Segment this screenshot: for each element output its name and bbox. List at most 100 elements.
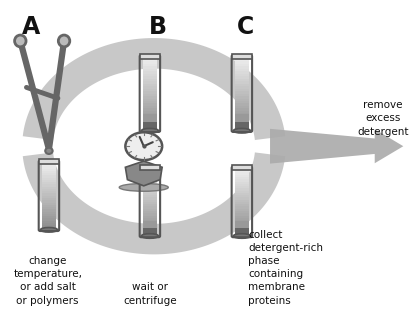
Bar [234, 208, 249, 211]
Bar [142, 61, 157, 64]
Bar [234, 61, 249, 64]
Bar [42, 195, 56, 198]
Bar [142, 229, 157, 231]
Bar [234, 213, 249, 216]
Bar [42, 214, 56, 216]
Bar [142, 186, 157, 188]
Bar [234, 73, 249, 76]
Bar [142, 208, 157, 211]
Bar [142, 183, 157, 186]
Bar [143, 121, 157, 130]
Bar [142, 56, 157, 59]
Bar [234, 118, 249, 121]
Bar [234, 56, 249, 59]
Text: A: A [22, 15, 41, 39]
Bar [232, 54, 251, 59]
Bar [234, 215, 249, 218]
Bar [142, 58, 157, 61]
Bar [142, 220, 157, 222]
Text: C: C [237, 15, 254, 39]
Bar [143, 221, 157, 228]
Bar [234, 76, 249, 79]
Bar [235, 221, 249, 228]
Circle shape [125, 132, 162, 160]
Text: change
temperature,
or add salt
or polymers: change temperature, or add salt or polym… [13, 256, 82, 306]
Bar [42, 189, 56, 191]
Bar [234, 106, 249, 109]
Bar [234, 86, 249, 89]
Ellipse shape [233, 234, 250, 238]
Bar [234, 168, 249, 170]
Bar [234, 195, 249, 197]
Bar [142, 190, 157, 193]
Bar [234, 234, 249, 236]
Bar [42, 227, 56, 230]
Bar [234, 174, 249, 177]
Text: collect
detergent-rich
phase
containing
membrane
proteins: collect detergent-rich phase containing … [248, 230, 323, 306]
Bar [234, 217, 249, 220]
Bar [234, 71, 249, 74]
Bar [42, 161, 56, 164]
Bar [234, 197, 249, 200]
Bar [234, 88, 249, 91]
Bar [42, 220, 56, 223]
Bar [142, 73, 157, 76]
Bar [142, 66, 157, 69]
Bar [235, 121, 249, 130]
Bar [142, 170, 157, 172]
Bar [39, 159, 59, 164]
Ellipse shape [142, 234, 159, 238]
Bar [142, 81, 157, 84]
Bar [142, 128, 157, 131]
Bar [142, 172, 157, 175]
Bar [142, 96, 157, 99]
Bar [142, 204, 157, 207]
Bar [234, 58, 249, 61]
Bar [42, 207, 56, 209]
Bar [142, 98, 157, 101]
Bar [142, 86, 157, 89]
Bar [42, 223, 56, 225]
Bar [42, 177, 56, 180]
Bar [42, 166, 56, 169]
Bar [42, 209, 56, 212]
Bar [142, 106, 157, 109]
Bar [42, 168, 56, 171]
Bar [234, 206, 249, 209]
Bar [235, 114, 249, 122]
Bar [42, 175, 56, 178]
Bar [234, 188, 249, 191]
Ellipse shape [15, 35, 26, 47]
Bar [232, 165, 251, 170]
Bar [234, 123, 249, 126]
Bar [234, 108, 249, 111]
Bar [234, 211, 249, 213]
Bar [234, 222, 249, 225]
Bar [143, 114, 157, 122]
Bar [142, 78, 157, 81]
Bar [234, 177, 249, 179]
Bar [234, 190, 249, 193]
Bar [234, 91, 249, 94]
Bar [142, 199, 157, 202]
Bar [234, 98, 249, 101]
Bar [142, 91, 157, 94]
Bar [234, 78, 249, 81]
Bar [234, 125, 249, 128]
Bar [234, 183, 249, 186]
Bar [234, 111, 249, 114]
Bar [234, 128, 249, 131]
Bar [234, 103, 249, 106]
Bar [234, 204, 249, 207]
Bar [142, 222, 157, 225]
Bar [234, 227, 249, 229]
Bar [42, 216, 56, 218]
Bar [234, 68, 249, 71]
Bar [142, 113, 157, 116]
Bar [142, 195, 157, 197]
Bar [140, 165, 160, 170]
Bar [42, 202, 56, 205]
Bar [42, 198, 56, 200]
Bar [142, 177, 157, 179]
Bar [142, 108, 157, 111]
